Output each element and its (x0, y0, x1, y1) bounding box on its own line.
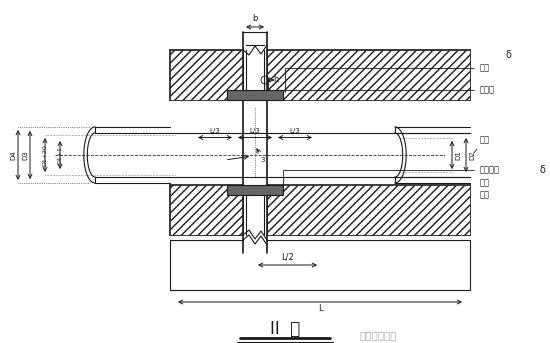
Text: L/3: L/3 (250, 128, 260, 133)
Bar (267, 185, 470, 235)
Text: δ: δ (505, 50, 511, 60)
Text: 挡圈: 挡圈 (480, 190, 490, 200)
Bar (267, 50, 470, 100)
Bar (170, 185, 243, 235)
Text: D1+20: D1+20 (42, 144, 47, 166)
Bar (170, 50, 243, 100)
Text: L: L (318, 304, 322, 313)
Text: L/3: L/3 (290, 128, 300, 133)
Text: D1: D1 (455, 150, 461, 160)
Bar (228, 91, 282, 99)
Text: L/3: L/3 (210, 128, 221, 133)
Text: h: h (273, 75, 278, 84)
Text: 中建协给排水: 中建协给排水 (360, 330, 398, 340)
Text: 油麻: 油麻 (480, 178, 490, 188)
Text: II  型: II 型 (270, 320, 300, 338)
Bar (228, 186, 282, 194)
Text: D4: D4 (10, 150, 16, 160)
Bar (227, 185, 283, 195)
Text: D2: D2 (469, 150, 475, 160)
Bar (227, 90, 283, 100)
Text: 石棉水泥: 石棉水泥 (283, 166, 500, 187)
Text: b: b (252, 14, 258, 23)
Text: 钢套管: 钢套管 (268, 78, 495, 95)
Text: 翼环: 翼环 (285, 63, 490, 92)
Text: δ: δ (540, 165, 546, 175)
Text: D1+1: D1+1 (58, 146, 63, 164)
Text: D3: D3 (22, 150, 28, 160)
Text: L/2: L/2 (280, 252, 293, 261)
Text: 钢管: 钢管 (474, 135, 490, 153)
Text: 3: 3 (261, 157, 265, 164)
